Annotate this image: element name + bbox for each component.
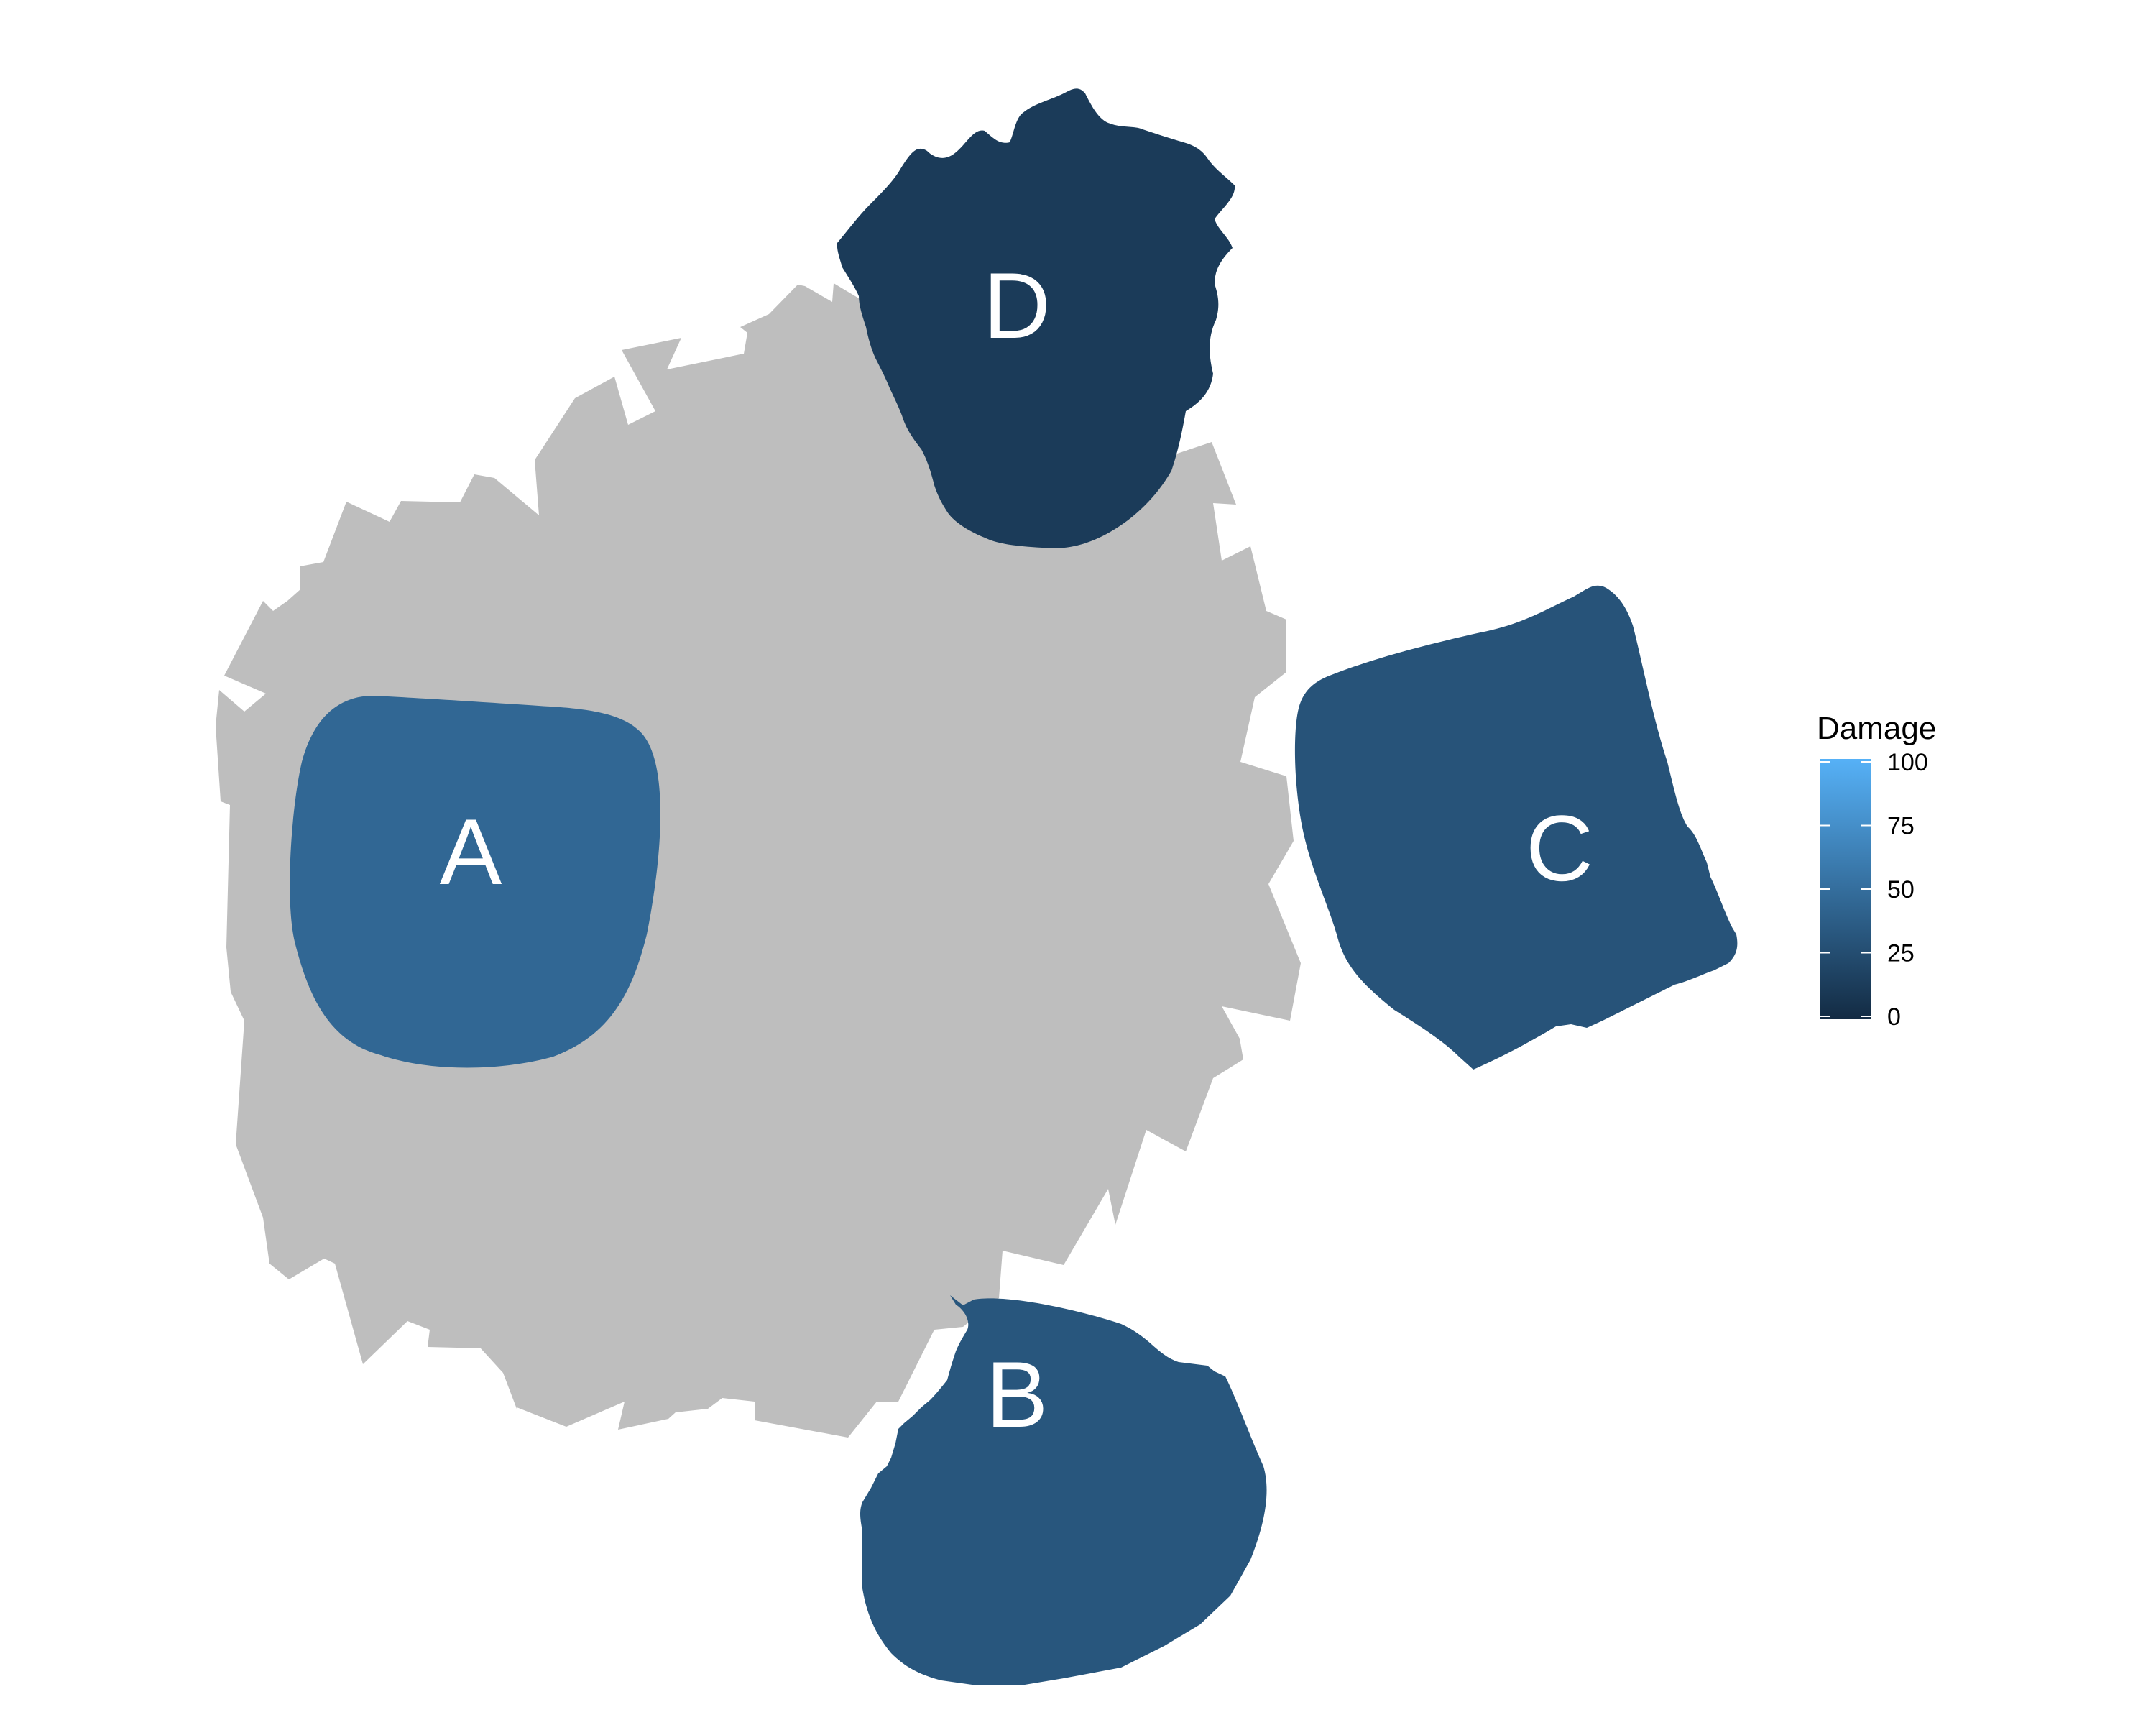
region-label-b: B: [986, 1342, 1049, 1447]
region-a: [290, 696, 660, 1068]
region-label-d: D: [983, 253, 1051, 358]
legend-tick-label: 75: [1887, 813, 1915, 840]
region-b: [860, 1295, 1267, 1685]
legend-tick-label: 25: [1887, 940, 1915, 967]
damage-legend: Damage 0 25 50 75 100: [1817, 711, 1936, 1031]
legend-ticks: 0 25 50 75 100: [1820, 749, 1928, 1031]
base-silhouette: [216, 283, 1301, 1438]
region-label-a: A: [440, 799, 502, 904]
legend-tick-label: 0: [1887, 1003, 1901, 1031]
region-c: [1294, 585, 1738, 1070]
region-label-c: C: [1526, 796, 1593, 901]
legend-tick-label: 50: [1887, 876, 1915, 903]
legend-tick-label: 100: [1887, 749, 1928, 776]
region-d: [837, 88, 1235, 548]
legend-title: Damage: [1817, 711, 1936, 746]
